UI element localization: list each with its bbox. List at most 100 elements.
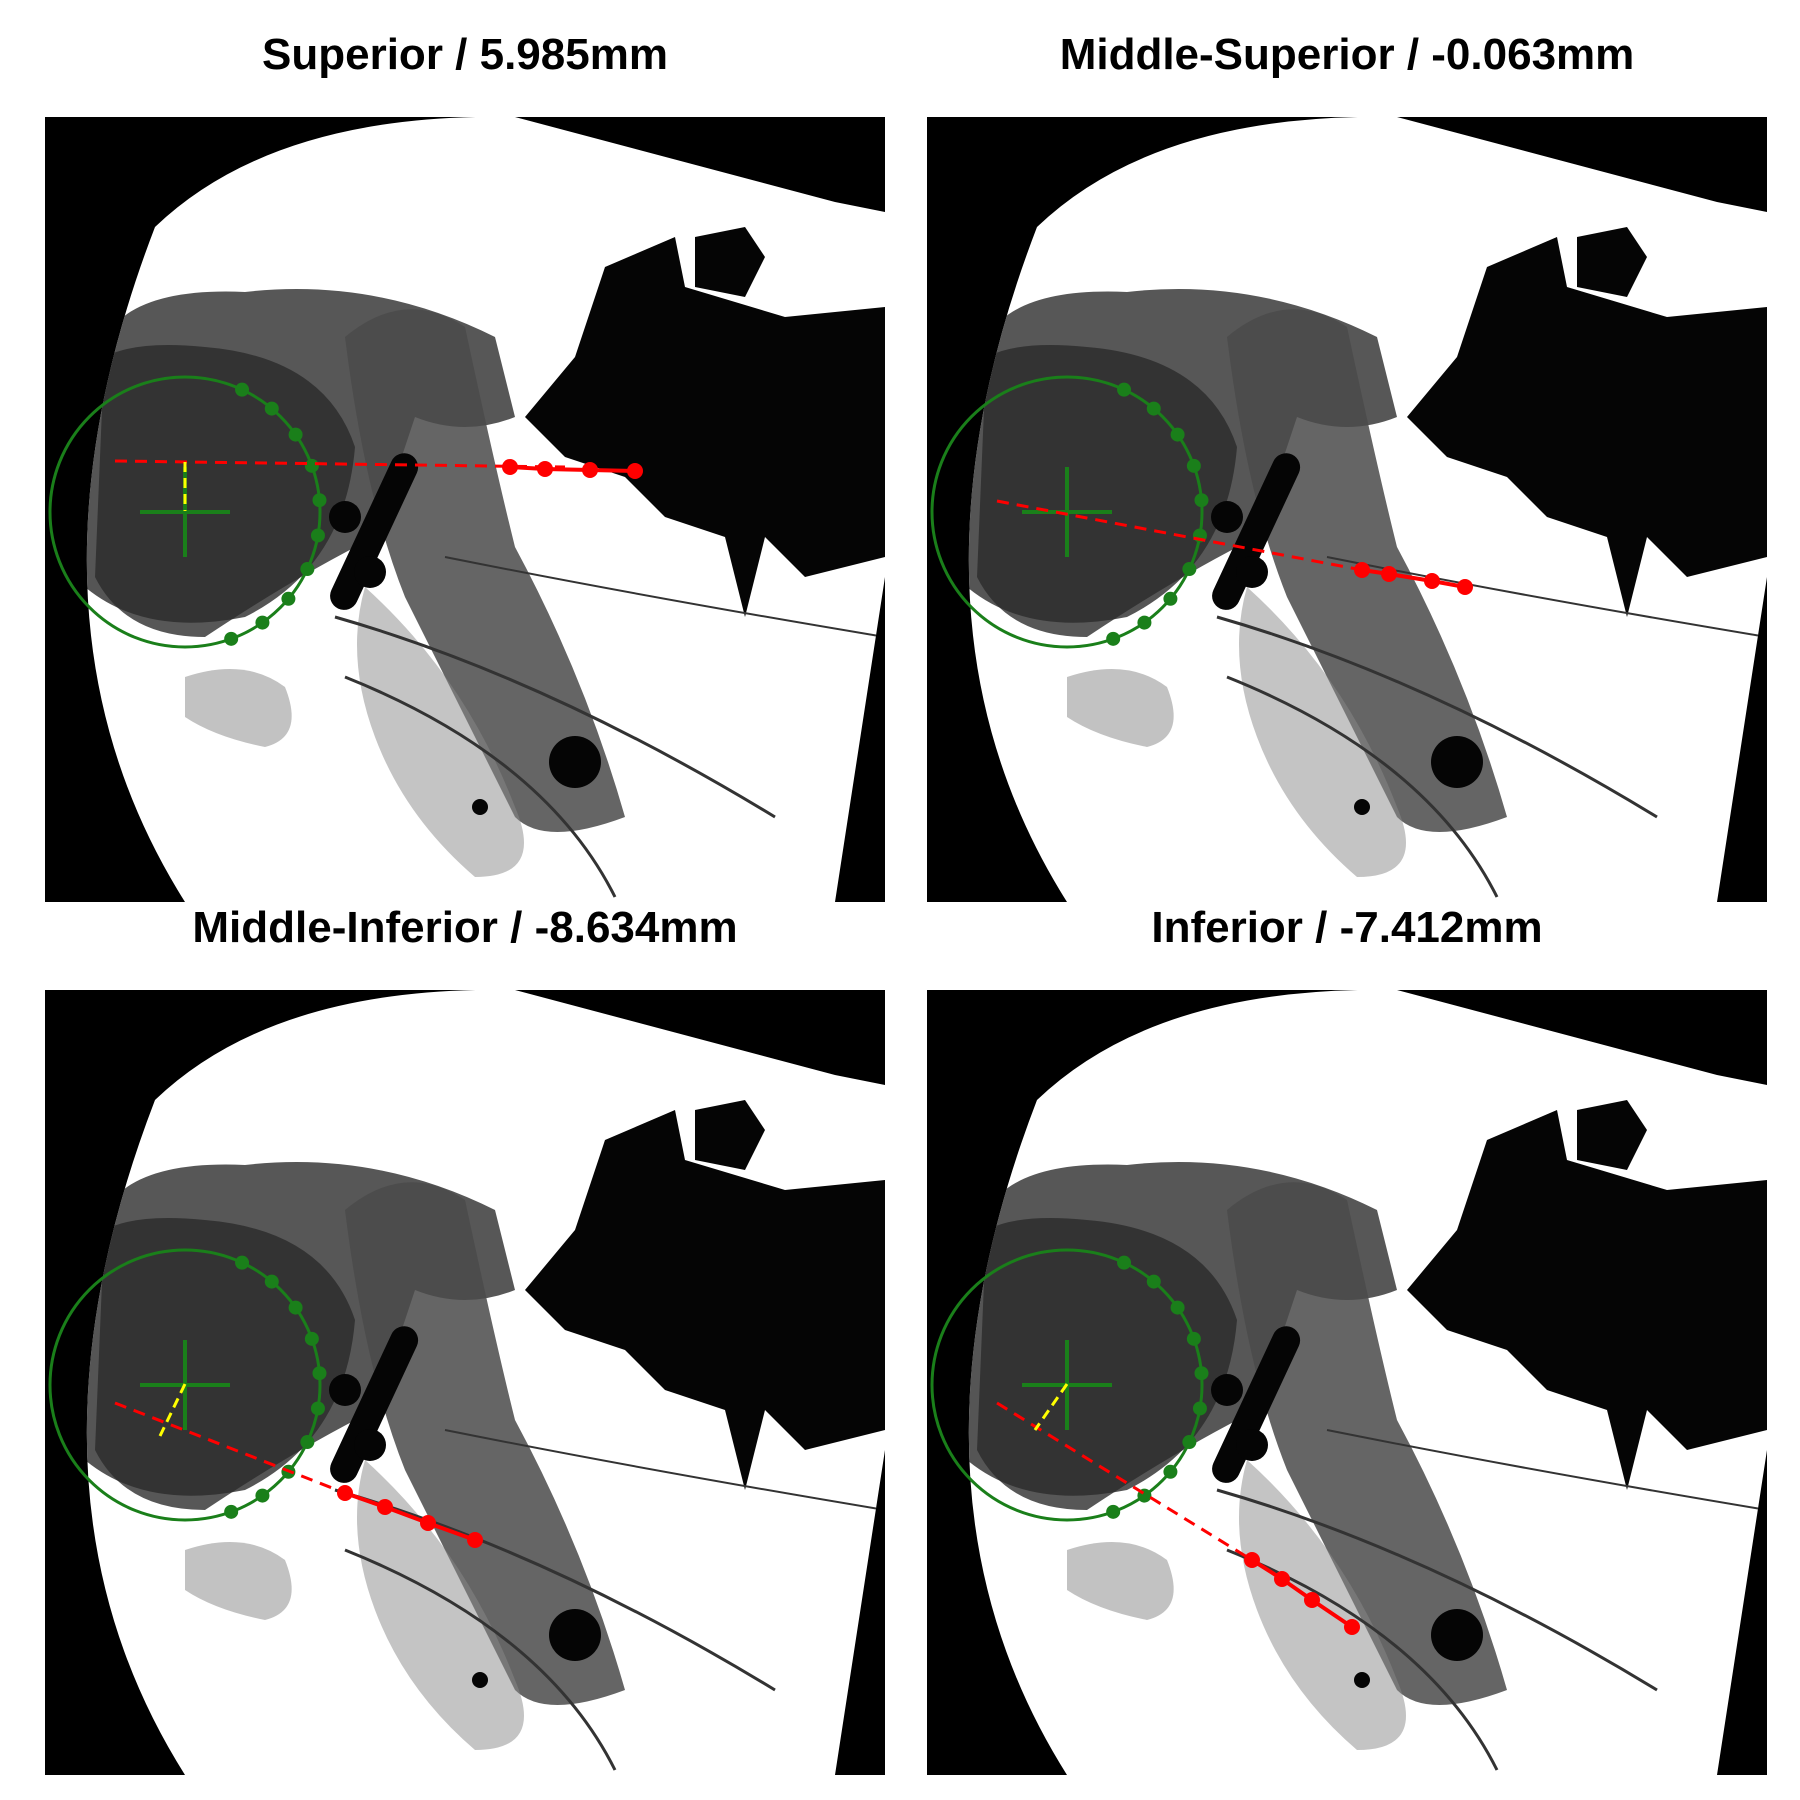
screw-point [1244, 1552, 1260, 1568]
screw-point [627, 463, 643, 479]
panel-title: Middle-Inferior / -8.634mm [192, 903, 738, 952]
post-knob [1236, 556, 1268, 588]
post-knob [329, 1374, 361, 1406]
contour-point [288, 427, 303, 442]
post-knob [1211, 1374, 1243, 1406]
contour-point [304, 458, 319, 473]
head-holder [1407, 237, 1767, 617]
post-upper [1212, 453, 1301, 610]
panel-middle-inferior: Middle-Inferior / -8.634mm [45, 893, 885, 1775]
screw-line [344, 1491, 476, 1542]
screw-point [582, 462, 598, 478]
fitted-circle [48, 375, 322, 649]
marker-ball-small [1354, 799, 1370, 815]
holder-clamp [1577, 227, 1647, 297]
holder-clamp [695, 227, 765, 297]
mandible-shadow [185, 669, 292, 747]
contour-point [1163, 1464, 1178, 1479]
xray-image [45, 990, 885, 1780]
anatomy-group [968, 990, 1767, 1775]
holder-clamp [1577, 1100, 1647, 1170]
contour-point [1194, 1366, 1209, 1381]
wire [1216, 1488, 1658, 1692]
contour-point [224, 631, 239, 646]
contour-point [1117, 382, 1132, 397]
contour-point [224, 1504, 239, 1519]
xray-image [45, 117, 885, 907]
contour-point [1117, 1255, 1132, 1270]
head-holder [525, 237, 885, 617]
screw-point [1381, 566, 1397, 582]
post-knob [354, 1429, 386, 1461]
holder-clamp [695, 1100, 765, 1170]
marker-ball [1431, 736, 1483, 788]
post-upper [330, 453, 419, 610]
contour-point [1146, 401, 1161, 416]
screw-point [1304, 1592, 1320, 1608]
head-holder [1407, 1110, 1767, 1490]
marker-ball [549, 1609, 601, 1661]
xray-image [927, 117, 1767, 907]
marker-ball-small [472, 799, 488, 815]
contour-point [288, 1300, 303, 1315]
xray-image [927, 990, 1767, 1780]
contour-point [255, 615, 270, 630]
contour-point [1170, 1300, 1185, 1315]
marker-ball-small [1354, 1672, 1370, 1688]
contour-point [300, 562, 315, 577]
contour-point [310, 528, 325, 543]
wire [1216, 615, 1658, 819]
contour-point [1163, 591, 1178, 606]
cervical-spine [1227, 1182, 1507, 1705]
xray-svg [927, 117, 1767, 902]
trajectory-dashed-line [114, 1401, 346, 1495]
trajectory-dashed-line [996, 499, 1363, 572]
contour-point [1170, 427, 1185, 442]
contour-point [281, 591, 296, 606]
panel-title: Superior / 5.985mm [262, 30, 668, 79]
screw-line [1250, 1558, 1354, 1629]
wire [1326, 1429, 1767, 1511]
post-knob [1211, 501, 1243, 533]
contour-point [264, 401, 279, 416]
mandible-shadow [1067, 1542, 1174, 1620]
wire [444, 1429, 885, 1511]
trajectory-dashed-line [996, 1401, 1253, 1562]
offset-perpendicular [1033, 1383, 1069, 1431]
screw-point [537, 461, 553, 477]
contour-point [310, 1401, 325, 1416]
screw-line [1361, 568, 1466, 589]
wire [444, 556, 885, 638]
mandible-shadow [185, 1542, 292, 1620]
trajectory-dashed-line [114, 459, 566, 469]
cervical-spine [345, 309, 625, 832]
contour-point [235, 382, 250, 397]
screw-point [420, 1515, 436, 1531]
contour-point [255, 1488, 270, 1503]
contour-point [1137, 615, 1152, 630]
screw-point [1274, 1571, 1290, 1587]
marker-ball [549, 736, 601, 788]
panel-title: Middle-Superior / -0.063mm [1059, 30, 1635, 79]
wire [344, 675, 617, 898]
contour-point [312, 1366, 327, 1381]
screw-point [1424, 573, 1440, 589]
contour-point [1146, 1274, 1161, 1289]
contour-point [1186, 458, 1201, 473]
contour-point [1194, 493, 1209, 508]
screw-point [467, 1532, 483, 1548]
post-knob [1236, 1429, 1268, 1461]
panel-middle-superior: Middle-Superior / -0.063mm [927, 20, 1767, 902]
contour-point [1186, 1331, 1201, 1346]
fitted-circle [930, 1248, 1204, 1522]
contour-point [1106, 1504, 1121, 1519]
fitted-circle [48, 1248, 322, 1522]
anatomy-group [968, 117, 1767, 902]
contour-point [1192, 1401, 1207, 1416]
xray-svg [45, 117, 885, 902]
cervical-spine [345, 1182, 625, 1705]
contour-point [264, 1274, 279, 1289]
contour-point [312, 493, 327, 508]
screw-point [502, 459, 518, 475]
contour-point [1106, 631, 1121, 646]
